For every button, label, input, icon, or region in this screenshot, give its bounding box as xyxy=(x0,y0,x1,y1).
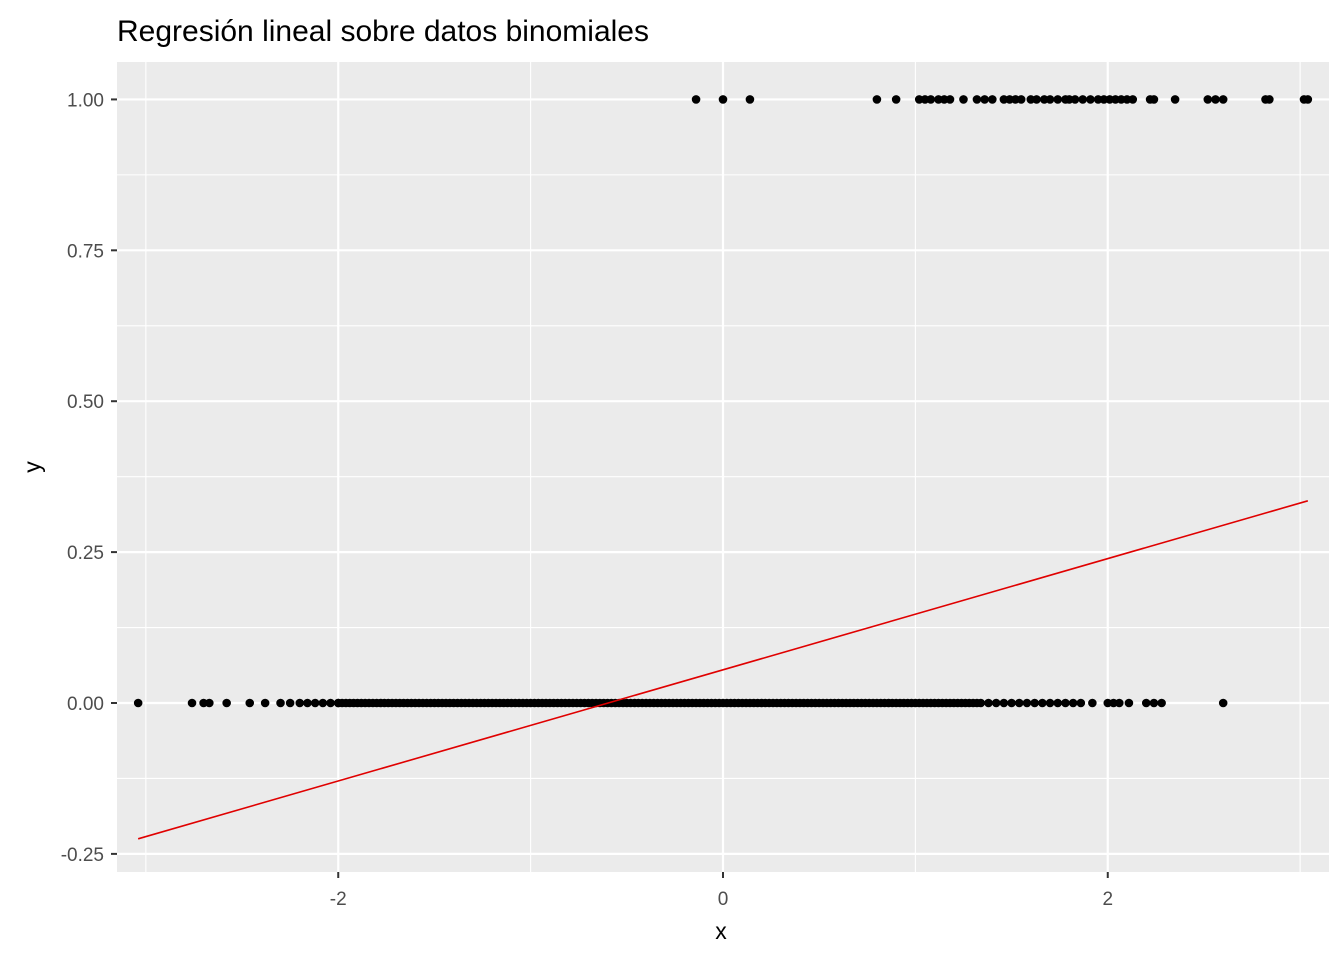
data-point xyxy=(326,698,335,708)
y-tick-label: 0.00 xyxy=(67,694,104,715)
data-point xyxy=(691,95,701,104)
data-point xyxy=(1170,95,1180,104)
data-point xyxy=(1016,95,1026,104)
data-point xyxy=(1076,698,1086,708)
data-point xyxy=(133,698,143,708)
data-point xyxy=(1045,95,1055,104)
x-tick-label: 2 xyxy=(1102,889,1113,910)
data-point xyxy=(205,698,214,708)
data-point xyxy=(295,698,305,708)
data-point xyxy=(959,95,968,104)
data-point xyxy=(1149,95,1159,104)
data-point xyxy=(1128,95,1138,104)
data-point xyxy=(1265,95,1274,104)
data-point xyxy=(988,95,997,104)
data-point xyxy=(945,95,955,104)
y-tick-label: 0.75 xyxy=(67,241,104,262)
regression-line-group xyxy=(137,500,1309,840)
x-axis: -2 0 2 xyxy=(330,872,1113,910)
data-point xyxy=(1149,698,1159,708)
data-point xyxy=(1088,698,1097,708)
data-point xyxy=(872,95,882,104)
data-point xyxy=(222,698,231,708)
y-tick-label: 1.00 xyxy=(67,90,104,111)
data-point xyxy=(1007,698,1016,708)
data-point xyxy=(1218,698,1228,708)
data-point xyxy=(1053,95,1063,104)
data-point xyxy=(972,95,982,104)
y-tick-label: -0.25 xyxy=(61,845,104,866)
data-point xyxy=(1218,95,1228,104)
regression-line xyxy=(137,500,1309,840)
data-point xyxy=(1038,698,1047,708)
x-tick-label: -2 xyxy=(330,889,347,910)
data-point xyxy=(1022,698,1032,708)
data-point xyxy=(1203,95,1213,104)
data-point xyxy=(1157,698,1166,708)
data-point xyxy=(276,698,285,708)
data-point xyxy=(245,698,255,708)
chart-title: Regresión lineal sobre datos binomiales xyxy=(117,15,649,48)
data-point xyxy=(1115,698,1124,708)
y-axis-title: y xyxy=(19,461,45,473)
y-tick-label: 0.25 xyxy=(67,543,104,564)
data-point xyxy=(1030,698,1039,708)
data-point xyxy=(318,698,328,708)
data-point xyxy=(745,95,755,104)
x-axis-title: x xyxy=(715,918,727,944)
data-point xyxy=(310,698,320,708)
x-tick-label: 0 xyxy=(718,889,729,910)
y-tick-label: 0.50 xyxy=(67,392,104,413)
data-point xyxy=(1045,698,1055,708)
data-point xyxy=(718,95,728,104)
data-point xyxy=(980,95,989,104)
data-point xyxy=(1061,698,1070,708)
data-point xyxy=(999,698,1009,708)
data-point xyxy=(1211,95,1220,104)
data-point xyxy=(1141,698,1151,708)
data-point xyxy=(303,698,312,708)
data-point xyxy=(976,698,986,708)
data-point xyxy=(187,698,197,708)
data-point xyxy=(1303,95,1313,104)
data-point xyxy=(285,698,295,708)
data-point xyxy=(984,698,993,708)
data-point xyxy=(1070,95,1080,104)
data-point xyxy=(1068,698,1078,708)
data-point xyxy=(1086,95,1095,104)
data-point xyxy=(991,698,1001,708)
data-point xyxy=(1032,95,1041,104)
data-point xyxy=(891,95,901,104)
data-point xyxy=(260,698,270,708)
data-point xyxy=(1124,698,1134,708)
data-point xyxy=(1053,698,1063,708)
data-point xyxy=(1078,95,1088,104)
data-point xyxy=(926,95,936,104)
y-axis: -0.25 0.00 0.25 0.50 0.75 1.00 xyxy=(61,90,117,866)
data-point xyxy=(1014,698,1024,708)
